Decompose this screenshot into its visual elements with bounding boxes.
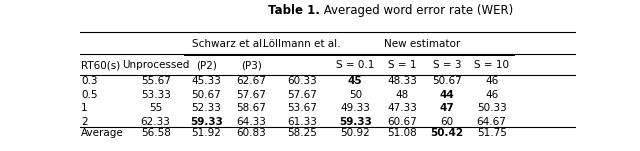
Text: 62.33: 62.33 [141,117,171,127]
Text: 58.67: 58.67 [236,103,266,113]
Text: 60.33: 60.33 [287,77,317,87]
Text: S = 1: S = 1 [388,60,417,70]
Text: 51.08: 51.08 [388,128,417,138]
Text: 1: 1 [81,103,88,113]
Text: Löllmann et al.: Löllmann et al. [263,39,340,49]
Text: 50.92: 50.92 [340,128,370,138]
Text: 51.92: 51.92 [191,128,221,138]
Text: 60.83: 60.83 [236,128,266,138]
Text: Averaged word error rate (WER): Averaged word error rate (WER) [320,4,513,17]
Text: 48.33: 48.33 [387,77,417,87]
Text: 46: 46 [485,77,499,87]
Text: 0.3: 0.3 [81,77,97,87]
Text: 53.67: 53.67 [287,103,317,113]
Text: 64.67: 64.67 [477,117,507,127]
Text: 59.33: 59.33 [190,117,223,127]
Text: 50.67: 50.67 [191,90,221,100]
Text: S = 10: S = 10 [474,60,509,70]
Text: 52.33: 52.33 [191,103,221,113]
Text: 60: 60 [440,117,454,127]
Text: 44: 44 [440,90,454,100]
Text: 2: 2 [81,117,88,127]
Text: 49.33: 49.33 [340,103,370,113]
Text: 51.75: 51.75 [477,128,507,138]
Text: 45.33: 45.33 [191,77,221,87]
Text: 50.42: 50.42 [431,128,463,138]
Text: 57.67: 57.67 [287,90,317,100]
Text: RT60(s): RT60(s) [81,60,120,70]
Text: 50.67: 50.67 [432,77,462,87]
Text: 47.33: 47.33 [387,103,417,113]
Text: 57.67: 57.67 [236,90,266,100]
Text: (P3): (P3) [241,60,262,70]
Text: 48: 48 [396,90,409,100]
Text: 64.33: 64.33 [236,117,266,127]
Text: 47: 47 [440,103,454,113]
Text: 0.5: 0.5 [81,90,97,100]
Text: 61.33: 61.33 [287,117,317,127]
Text: 50.33: 50.33 [477,103,506,113]
Text: 60.67: 60.67 [388,117,417,127]
Text: 50: 50 [349,90,362,100]
Text: Table 1.: Table 1. [268,4,320,17]
Text: 55: 55 [149,103,163,113]
Text: 59.33: 59.33 [339,117,372,127]
Text: Unprocessed: Unprocessed [122,60,189,70]
Text: 62.67: 62.67 [236,77,266,87]
Text: Schwarz et al.: Schwarz et al. [192,39,266,49]
Text: S = 3: S = 3 [433,60,461,70]
Text: New estimator: New estimator [384,39,460,49]
Text: 53.33: 53.33 [141,90,171,100]
Text: 56.58: 56.58 [141,128,171,138]
Text: 46: 46 [485,90,499,100]
Text: (P2): (P2) [196,60,217,70]
Text: 45: 45 [348,77,363,87]
Text: 55.67: 55.67 [141,77,171,87]
Text: S = 0.1: S = 0.1 [336,60,374,70]
Text: 58.25: 58.25 [287,128,317,138]
Text: Average: Average [81,128,124,138]
